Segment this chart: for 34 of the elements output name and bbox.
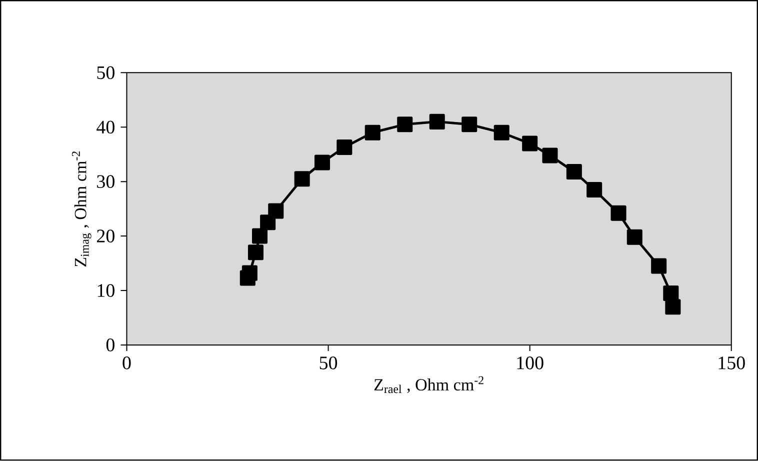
y-tick-label: 30 — [97, 175, 114, 188]
point — [665, 299, 681, 315]
y-axis-title: Z$_{imag}$ , Ohm cm$^{-2}$ — [72, 152, 92, 267]
point — [494, 124, 510, 140]
x-tick-label: 50 — [320, 356, 338, 370]
point — [397, 116, 413, 132]
point — [260, 214, 276, 230]
point — [566, 164, 582, 180]
point — [248, 244, 264, 260]
x-axis-title: Z$_{rael}$ , Ohm cm$^{-2}$ — [374, 376, 484, 394]
x-tick-label: 150 — [718, 356, 745, 370]
y-tick-label: 0 — [106, 338, 114, 352]
y-tick-label: 50 — [97, 66, 114, 80]
point — [429, 114, 445, 130]
point — [364, 124, 380, 140]
point — [586, 182, 602, 198]
point — [626, 230, 642, 246]
point — [336, 140, 352, 156]
x-tick-label: 0 — [122, 356, 131, 370]
point — [242, 265, 258, 281]
point — [651, 258, 667, 274]
point — [542, 148, 558, 164]
point — [663, 286, 679, 302]
point — [462, 116, 478, 132]
x-tick-label: 100 — [517, 356, 544, 370]
point — [268, 203, 284, 219]
y-tick-label: 10 — [98, 284, 114, 298]
point — [252, 228, 268, 244]
point — [522, 136, 538, 152]
point — [610, 206, 626, 222]
point — [294, 171, 310, 187]
y-tick-label: 40 — [96, 120, 114, 134]
point — [314, 154, 330, 170]
y-tick-label: 20 — [97, 230, 114, 243]
